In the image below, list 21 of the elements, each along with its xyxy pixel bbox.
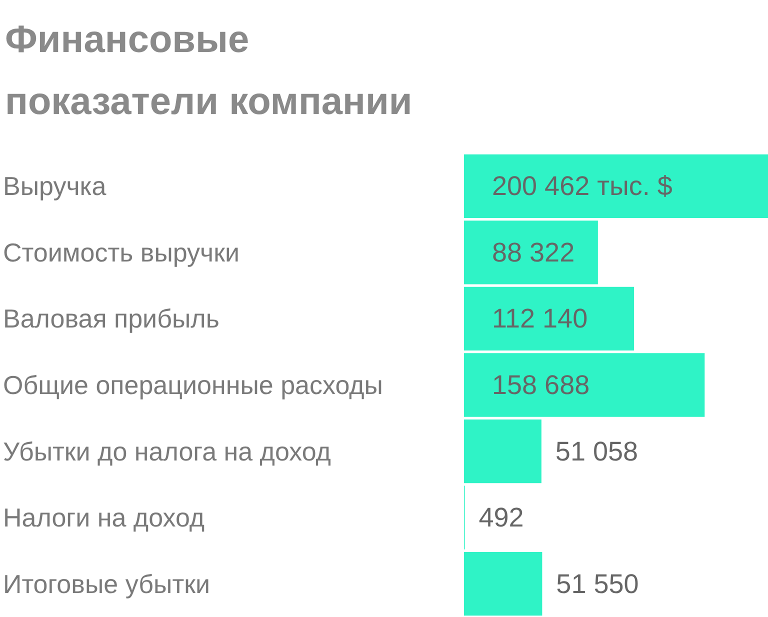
- bar: [464, 154, 768, 218]
- data-label: 200 462 тыс. $: [492, 171, 672, 202]
- bar: [464, 552, 542, 616]
- data-label: 88 322: [492, 237, 575, 268]
- bar: [464, 353, 705, 417]
- chart-title: Финансовые показатели компании: [5, 19, 412, 123]
- y-tick-label: Итоговые убытки: [3, 568, 210, 599]
- y-tick-label: Валовая прибыль: [3, 304, 220, 334]
- y-tick-label: Убытки до налога на доход: [3, 436, 331, 466]
- bar: [464, 220, 598, 284]
- bar: [464, 419, 542, 484]
- data-label: 112 140: [492, 304, 588, 334]
- data-label: 492: [478, 502, 524, 533]
- data-label: 158 688: [492, 370, 590, 400]
- y-tick-label: Общие операционные расходы: [3, 370, 383, 400]
- y-tick-label: Выручка: [3, 171, 107, 202]
- bar: [464, 286, 634, 351]
- y-tick-label: Налоги на доход: [3, 502, 205, 533]
- data-label: 51 550: [556, 568, 639, 599]
- y-tick-label: Стоимость выручки: [3, 237, 240, 268]
- data-label: 51 058: [555, 436, 638, 466]
